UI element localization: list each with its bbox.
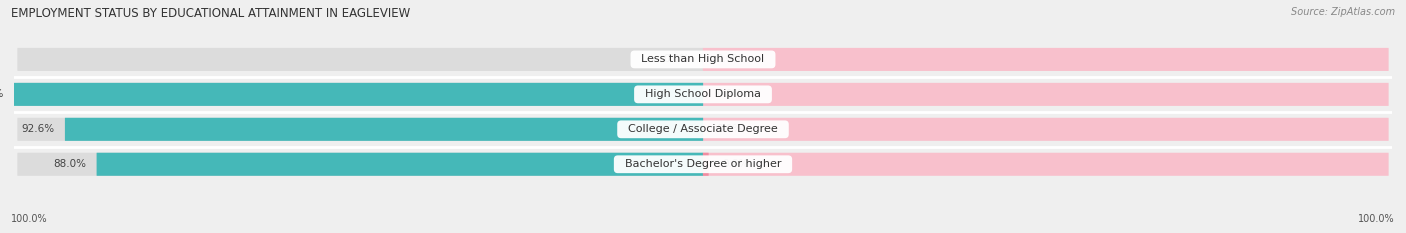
FancyBboxPatch shape: [17, 48, 703, 71]
Text: Source: ZipAtlas.com: Source: ZipAtlas.com: [1291, 7, 1395, 17]
FancyBboxPatch shape: [97, 153, 703, 176]
Text: Bachelor's Degree or higher: Bachelor's Degree or higher: [617, 159, 789, 169]
FancyBboxPatch shape: [703, 48, 1389, 71]
FancyBboxPatch shape: [17, 83, 703, 106]
Text: 0.8%: 0.8%: [723, 159, 748, 169]
Text: 0.0%: 0.0%: [664, 55, 689, 64]
FancyBboxPatch shape: [14, 83, 703, 106]
Text: 92.6%: 92.6%: [21, 124, 55, 134]
FancyBboxPatch shape: [703, 153, 709, 176]
FancyBboxPatch shape: [703, 118, 1389, 141]
FancyBboxPatch shape: [703, 83, 1389, 106]
Text: 100.0%: 100.0%: [1358, 214, 1395, 224]
Text: 100.0%: 100.0%: [0, 89, 4, 99]
Text: 88.0%: 88.0%: [53, 159, 86, 169]
FancyBboxPatch shape: [17, 153, 703, 176]
Text: 0.0%: 0.0%: [717, 55, 742, 64]
FancyBboxPatch shape: [65, 118, 703, 141]
Text: 0.0%: 0.0%: [717, 124, 742, 134]
Text: Less than High School: Less than High School: [634, 55, 772, 64]
Text: 0.0%: 0.0%: [717, 89, 742, 99]
Text: High School Diploma: High School Diploma: [638, 89, 768, 99]
Text: 100.0%: 100.0%: [11, 214, 48, 224]
Text: College / Associate Degree: College / Associate Degree: [621, 124, 785, 134]
Text: EMPLOYMENT STATUS BY EDUCATIONAL ATTAINMENT IN EAGLEVIEW: EMPLOYMENT STATUS BY EDUCATIONAL ATTAINM…: [11, 7, 411, 20]
FancyBboxPatch shape: [703, 153, 1389, 176]
FancyBboxPatch shape: [17, 118, 703, 141]
